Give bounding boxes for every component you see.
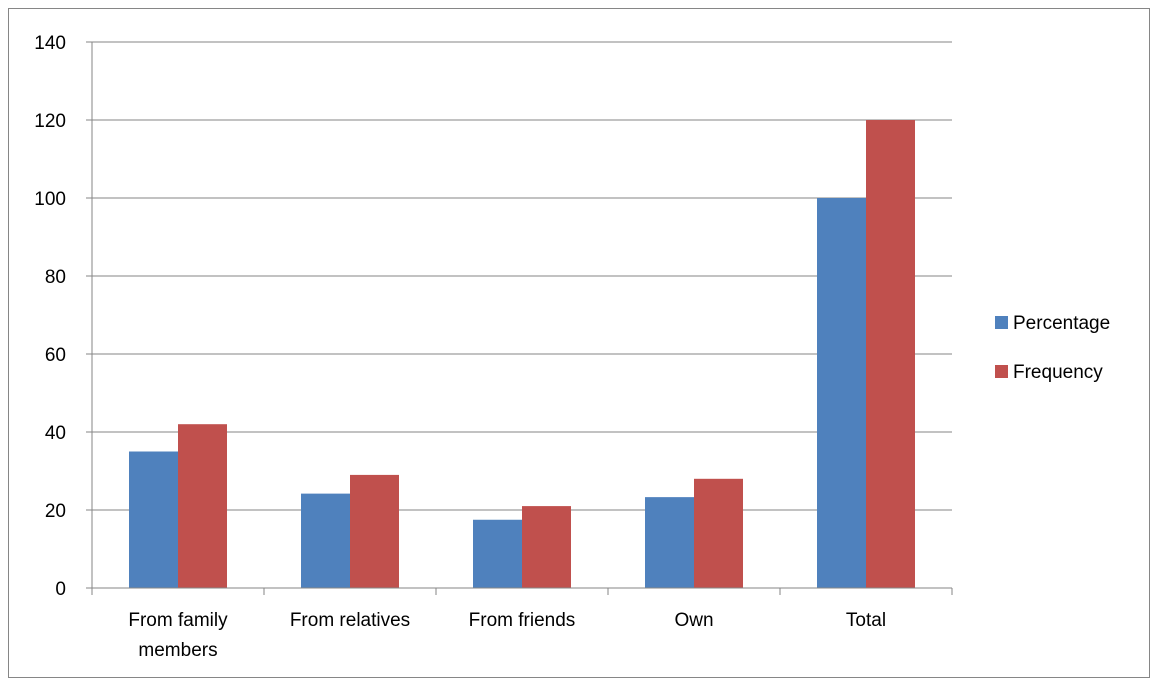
legend-label-frequency: Frequency: [1013, 362, 1103, 383]
axes: [86, 41, 953, 595]
bar-percentage-4: [817, 198, 866, 588]
y-tick-label-0: 0: [55, 579, 66, 600]
x-tick-label-1: From relatives: [290, 610, 410, 631]
bar-frequency-2: [522, 506, 571, 588]
legend-swatch-frequency: [995, 365, 1008, 378]
bar-percentage-1: [301, 493, 350, 588]
bar-frequency-1: [350, 474, 399, 588]
bar-frequency-0: [178, 424, 227, 588]
x-tick-label-2: From friends: [469, 610, 576, 631]
y-tick-label-4: 80: [45, 267, 66, 288]
x-tick-label-0: From family: [128, 610, 228, 631]
y-tick-label-7: 140: [34, 33, 66, 54]
y-tick-label-3: 60: [45, 345, 66, 366]
y-tick-label-2: 40: [45, 423, 66, 444]
y-tick-label-5: 100: [34, 189, 66, 210]
y-tick-label-6: 120: [34, 111, 66, 132]
bar-frequency-3: [694, 478, 743, 588]
y-tick-label-1: 20: [45, 501, 66, 522]
x-tick-label-4: Total: [846, 610, 886, 631]
gridlines: [92, 41, 952, 511]
bars: [129, 120, 915, 588]
x-tick-label-3: Own: [674, 610, 713, 631]
legend-swatch-percentage: [995, 316, 1008, 329]
bar-percentage-2: [473, 519, 522, 588]
x-axis-ticks: From family members From relatives From fri…: [128, 610, 886, 661]
bar-percentage-0: [129, 451, 178, 588]
bar-percentage-3: [645, 497, 694, 588]
y-axis-ticks: 0 20 40 60 80 100 120 140: [34, 33, 66, 600]
legend-label-percentage: Percentage: [1013, 313, 1110, 334]
x-tick-label-0-line-1: members: [138, 640, 217, 661]
legend: Percentage Frequency: [995, 313, 1110, 383]
bar-frequency-4: [866, 120, 915, 588]
